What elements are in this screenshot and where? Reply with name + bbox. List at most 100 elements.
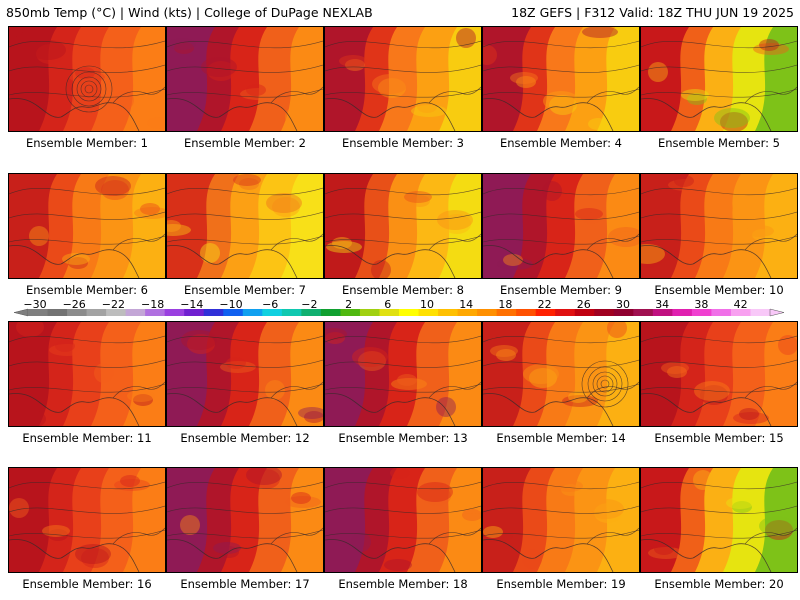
colorbar-max-arrow: [769, 308, 785, 317]
colorbar-swatch: [106, 309, 127, 316]
colorbar-tick-label: −18: [140, 298, 165, 311]
colorbar-tick-label: −26: [62, 298, 86, 311]
ensemble-member-label: Ensemble Member: 12: [180, 431, 310, 445]
colorbar-tick-label: −22: [101, 298, 125, 311]
ensemble-map-panel: [324, 321, 482, 427]
ensemble-map-panel: [640, 173, 798, 279]
ensemble-map-panel: [482, 173, 640, 279]
colorbar-swatch: [301, 309, 322, 316]
temperature-colorbar: [13, 308, 785, 317]
ensemble-map-panel: [324, 467, 482, 573]
ensemble-map-panel: [324, 173, 482, 279]
colorbar-swatch: [633, 309, 654, 316]
ensemble-map-panel: [8, 26, 166, 132]
ensemble-map-panel: [640, 26, 798, 132]
ensemble-member-label: Ensemble Member: 20: [654, 577, 784, 591]
ensemble-map-panel: [8, 467, 166, 573]
colorbar-swatch: [418, 309, 439, 316]
ensemble-member-label: Ensemble Member: 13: [338, 431, 468, 445]
colorbar-tick-label: 14: [459, 298, 474, 311]
ensemble-map-panel: [166, 26, 324, 132]
ensemble-member-label: Ensemble Member: 7: [184, 283, 306, 297]
ensemble-member-label: Ensemble Member: 17: [180, 577, 310, 591]
colorbar-swatch: [613, 309, 634, 316]
ensemble-map-panel: [482, 26, 640, 132]
colorbar-swatch: [457, 309, 478, 316]
ensemble-member-label: Ensemble Member: 5: [658, 136, 780, 150]
colorbar-swatch: [672, 309, 693, 316]
colorbar-swatch: [320, 309, 341, 316]
ensemble-map-panel: [324, 26, 482, 132]
colorbar-swatch: [496, 309, 517, 316]
ensemble-member-label: Ensemble Member: 1: [26, 136, 148, 150]
colorbar-swatch: [145, 309, 166, 316]
colorbar-swatch: [555, 309, 576, 316]
colorbar-swatch: [730, 309, 751, 316]
ensemble-member-label: Ensemble Member: 6: [26, 283, 148, 297]
ensemble-member-label: Ensemble Member: 3: [342, 136, 464, 150]
colorbar-swatch: [652, 309, 673, 316]
colorbar-swatch: [164, 309, 185, 316]
ensemble-member-label: Ensemble Member: 16: [22, 577, 152, 591]
colorbar-tick-label: −10: [219, 298, 243, 311]
ensemble-member-label: Ensemble Member: 8: [342, 283, 464, 297]
colorbar-swatch: [535, 309, 556, 316]
colorbar-swatch: [223, 309, 244, 316]
colorbar-swatch: [379, 309, 400, 316]
colorbar-swatch: [574, 309, 595, 316]
colorbar-swatch: [340, 309, 361, 316]
colorbar-swatch: [125, 309, 146, 316]
ensemble-map-panel: [640, 467, 798, 573]
ensemble-member-label: Ensemble Member: 19: [496, 577, 626, 591]
ensemble-member-label: Ensemble Member: 14: [496, 431, 626, 445]
colorbar-swatch: [477, 309, 498, 316]
ensemble-member-label: Ensemble Member: 2: [184, 136, 306, 150]
colorbar-swatch: [516, 309, 537, 316]
colorbar-swatch: [691, 309, 712, 316]
run-valid-time: 18Z GEFS | F312 Valid: 18Z THU JUN 19 20…: [511, 5, 794, 20]
colorbar-swatch: [281, 309, 302, 316]
colorbar-tick-label: 10: [420, 298, 434, 311]
ensemble-member-label: Ensemble Member: 10: [654, 283, 784, 297]
colorbar-tick-label: −30: [23, 298, 47, 311]
ensemble-member-label: Ensemble Member: 15: [654, 431, 784, 445]
colorbar-tick-label: 2: [345, 298, 353, 311]
colorbar-tick-label: 18: [498, 298, 513, 311]
colorbar-swatch: [359, 309, 380, 316]
ensemble-member-label: Ensemble Member: 4: [500, 136, 622, 150]
ensemble-map-panel: [482, 467, 640, 573]
colorbar-swatch: [594, 309, 615, 316]
colorbar-swatch: [399, 309, 420, 316]
ensemble-member-label: Ensemble Member: 9: [500, 283, 622, 297]
colorbar-tick-label: 6: [384, 298, 392, 311]
ensemble-map-panel: [166, 467, 324, 573]
colorbar-swatch: [262, 309, 283, 316]
colorbar-swatch: [711, 309, 732, 316]
ensemble-member-label: Ensemble Member: 18: [338, 577, 468, 591]
colorbar-swatch: [203, 309, 224, 316]
colorbar-swatch: [47, 309, 68, 316]
colorbar-tick-label: 30: [616, 298, 630, 311]
ensemble-map-panel: [166, 321, 324, 427]
colorbar-swatch: [242, 309, 263, 316]
colorbar-swatch: [67, 309, 88, 316]
colorbar-tick-label: −14: [180, 298, 204, 311]
colorbar-tick-label: 22: [537, 298, 552, 311]
ensemble-member-label: Ensemble Member: 11: [22, 431, 152, 445]
colorbar-tick-label: −6: [262, 298, 279, 311]
colorbar-swatch: [28, 309, 49, 316]
ensemble-map-panel: [8, 173, 166, 279]
colorbar-tick-label: 38: [694, 298, 709, 311]
colorbar-swatch: [184, 309, 205, 316]
ensemble-map-panel: [640, 321, 798, 427]
colorbar-tick-label: 26: [576, 298, 591, 311]
ensemble-map-panel: [482, 321, 640, 427]
colorbar-swatch: [86, 309, 107, 316]
colorbar-tick-label: 34: [655, 298, 670, 311]
ensemble-map-panel: [166, 173, 324, 279]
colorbar-swatch: [438, 309, 459, 316]
colorbar-swatch: [750, 309, 771, 316]
ensemble-map-panel: [8, 321, 166, 427]
colorbar-tick-label: 42: [733, 298, 748, 311]
colorbar-tick-label: −2: [301, 298, 318, 311]
